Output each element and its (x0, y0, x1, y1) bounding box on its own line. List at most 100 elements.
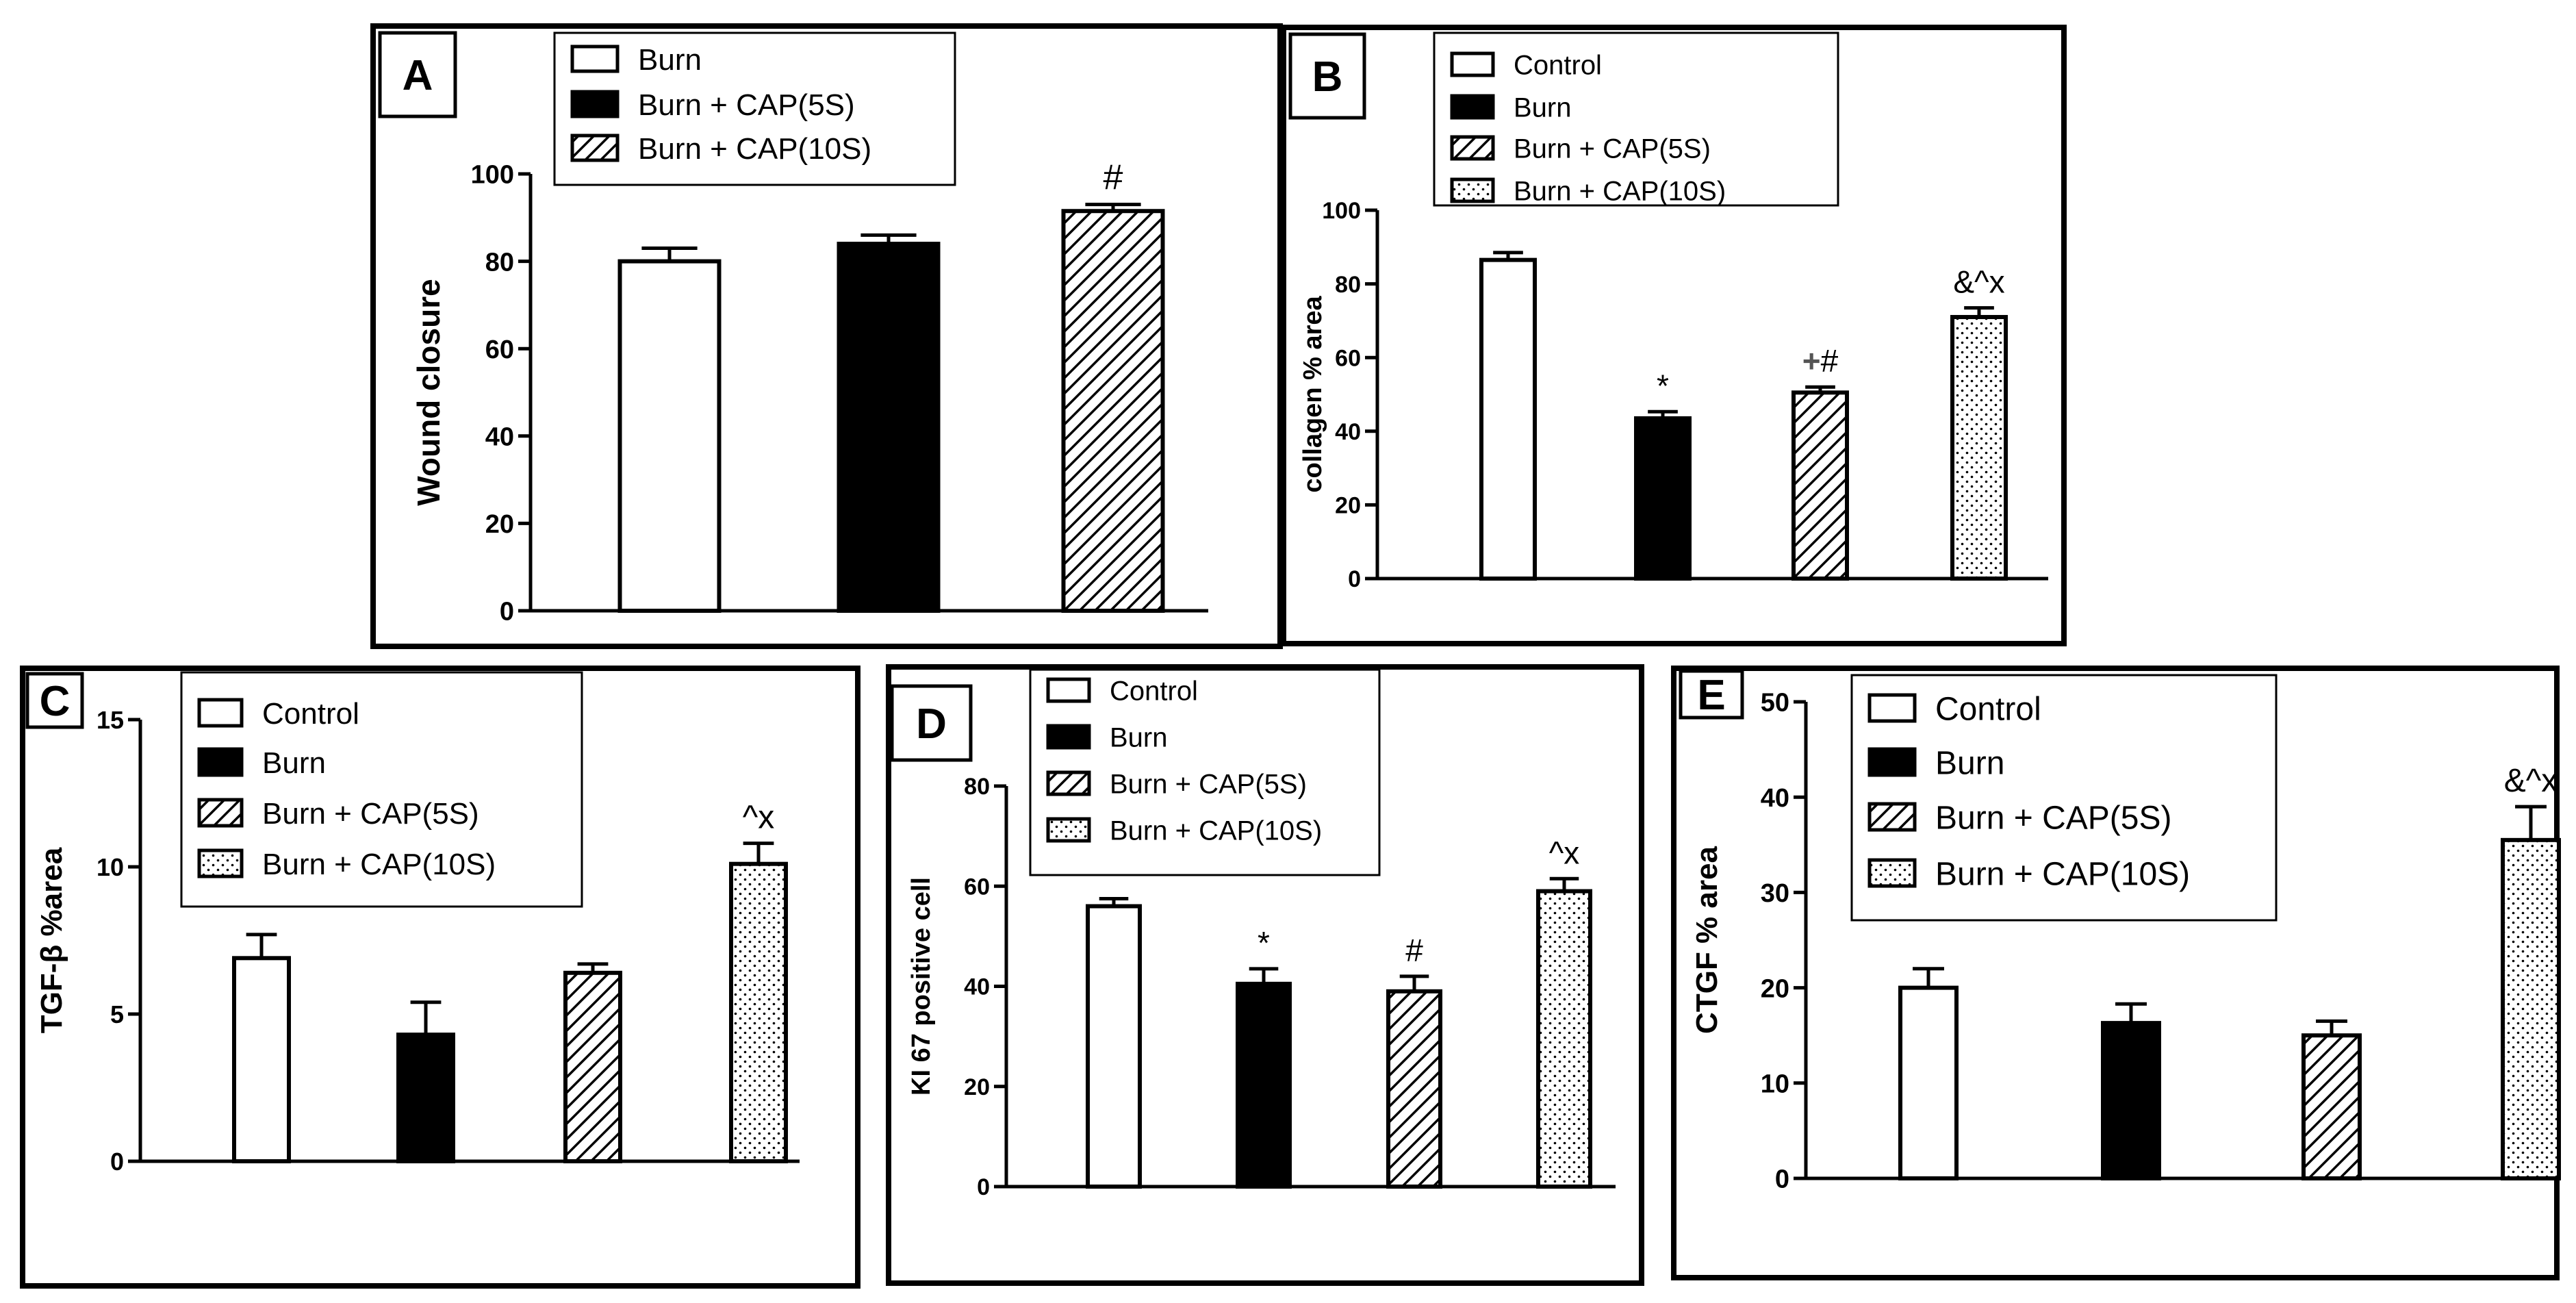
legend-swatch (570, 45, 620, 73)
significance-label: &^x (1953, 264, 2004, 300)
bar (1086, 904, 1142, 1189)
legend-swatch (1450, 51, 1495, 77)
bar-group: &^x (1950, 264, 2008, 581)
y-tick-label: 60 (485, 336, 514, 364)
significance-label: &^x (2504, 763, 2558, 799)
y-tick-label: 80 (1335, 272, 1361, 298)
bar (1950, 315, 2008, 581)
legend: Burn Burn + CAP(5S) Burn + CAP(10S) (553, 31, 956, 186)
bar (1061, 209, 1165, 613)
bar-group (232, 933, 291, 1164)
panel-label: D (916, 700, 947, 748)
y-tick-label: 20 (485, 510, 514, 539)
y-tick-label: 40 (1335, 419, 1361, 445)
bar-group: +# (1791, 343, 1849, 581)
legend-label: Burn + CAP(10S) (1110, 815, 1322, 846)
legend: Control Burn Burn + CAP(5S) Burn + CAP(10S) (180, 671, 583, 908)
legend: Control Burn Burn + CAP(5S) Burn + CAP(10S) (1029, 668, 1381, 876)
bar-group (2101, 1002, 2161, 1180)
bar-group: ^x (729, 800, 788, 1163)
legend-label: Burn + CAP(10S) (638, 132, 871, 166)
legend: Control Burn Burn + CAP(5S) Burn + CAP(10S) (1433, 31, 1839, 207)
legend-label: Burn (262, 746, 326, 780)
legend-label: Burn (1110, 722, 1168, 752)
y-axis-label: collagen % area (1299, 296, 1327, 493)
legend-swatch (1867, 802, 1917, 832)
y-tick-label: 10 (97, 853, 124, 881)
bar-group: # (1061, 158, 1165, 613)
significance-label: * (1657, 368, 1669, 403)
legend-swatch (1046, 677, 1091, 703)
bar (1536, 889, 1592, 1189)
y-tick-label: 0 (500, 598, 514, 627)
panel-label-box (378, 31, 457, 118)
y-tick-label: 80 (964, 774, 990, 800)
y-tick-label: 100 (471, 161, 514, 190)
bar (1634, 416, 1692, 581)
y-axis-label: CTGF % area (1690, 846, 1724, 1034)
y-tick-label: 60 (964, 874, 990, 900)
legend-label: Burn + CAP(5S) (262, 797, 479, 831)
bar-group: * (1236, 925, 1292, 1189)
bar-group: &^x (2501, 763, 2561, 1180)
bar-group (396, 1000, 455, 1163)
y-tick-label: 5 (110, 1000, 124, 1028)
legend-label: Burn + CAP(5S) (1514, 134, 1711, 164)
panel-label: B (1312, 53, 1343, 101)
panel-a: A 0 20 40 60 80 100 Wound closure # Burn Burn + CA… (370, 23, 1283, 649)
bar (1791, 390, 1849, 581)
legend-label: Burn + CAP(10S) (262, 848, 496, 881)
legend-box (1850, 674, 2278, 922)
bar (617, 259, 722, 613)
y-tick-label: 0 (977, 1174, 990, 1200)
significance-label: +# (1802, 343, 1839, 379)
bar (2501, 837, 2561, 1180)
panel-label-box (890, 684, 973, 762)
y-tick-label: 20 (1761, 974, 1789, 1003)
legend-label: Control (1110, 676, 1198, 706)
legend-label: Control (1514, 50, 1602, 80)
panel-frame (370, 23, 1283, 649)
legend-swatch (1450, 177, 1495, 203)
panel-label-box (1288, 32, 1366, 120)
bar (1236, 981, 1292, 1189)
y-tick-label: 0 (110, 1148, 124, 1176)
legend-swatch (1450, 94, 1495, 120)
y-tick-label: 10 (1761, 1070, 1789, 1098)
legend-label: Burn + CAP(10S) (1935, 856, 2190, 892)
panel-frame (1281, 25, 2067, 646)
bar (563, 970, 622, 1164)
bar-group (617, 246, 722, 613)
legend-swatch (570, 134, 620, 162)
panel-frame (886, 664, 1644, 1286)
legend-swatch (1046, 724, 1091, 750)
legend-label: Control (1935, 691, 2041, 727)
legend-swatch (1046, 817, 1091, 843)
bar-group (563, 962, 622, 1164)
legend-swatch (1867, 747, 1917, 777)
legend-box (1433, 31, 1839, 207)
y-axis-label: KI 67 positive cell (907, 877, 936, 1096)
panel-label: A (403, 52, 433, 99)
legend-label: Burn + CAP(5S) (1110, 769, 1307, 799)
panel-label-box (25, 672, 84, 729)
y-tick-label: 40 (1761, 784, 1789, 813)
legend-swatch (197, 798, 244, 828)
legend-label: Control (262, 697, 359, 731)
legend-label: Burn (638, 43, 702, 77)
y-axis-label: Wound closure (411, 279, 446, 505)
bar (1898, 985, 1959, 1180)
legend-swatch (1867, 693, 1917, 723)
legend-label: Burn (1935, 745, 2004, 781)
bar (2301, 1033, 2362, 1180)
panel-e: E 0 10 20 30 40 50 CTGF % area &^x Control Burn Bur… (1671, 666, 2561, 1280)
significance-label: # (1104, 158, 1123, 198)
legend-swatch (197, 848, 244, 878)
legend-label: Burn + CAP(10S) (1514, 176, 1726, 206)
y-tick-label: 80 (485, 248, 514, 277)
y-tick-label: 100 (1322, 198, 1361, 224)
bar-group: ^x (1536, 835, 1592, 1189)
bar (396, 1033, 455, 1163)
y-tick-label: 15 (97, 706, 124, 734)
